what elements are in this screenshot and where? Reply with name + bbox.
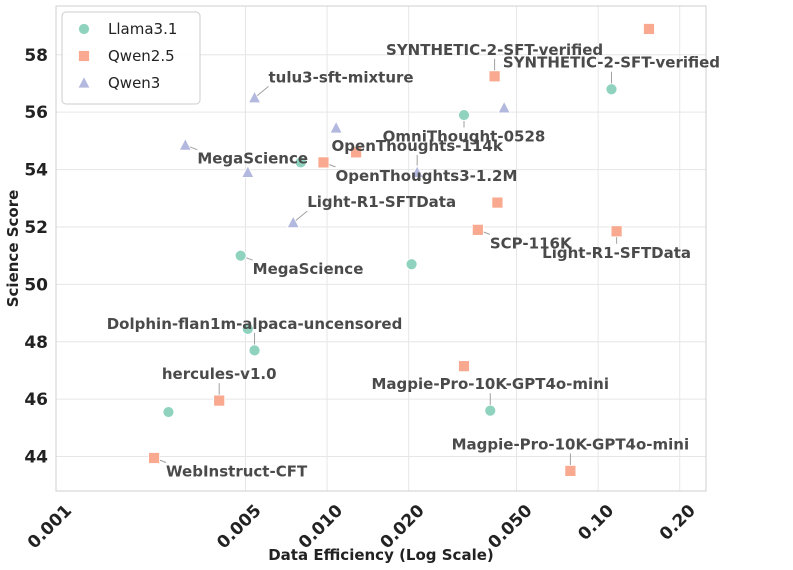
annotation-label: Magpie-Pro-10K-GPT4o-mini [372,375,610,393]
legend-label-qwen2-5: Qwen2.5 [108,47,175,65]
annotation-label: SYNTHETIC-2-SFT-verified [503,54,720,72]
point-qwen2-5 [148,452,160,464]
y-tick-label: 56 [24,103,48,123]
annotation-label: MegaScience [197,150,308,168]
point-qwen3 [241,165,255,178]
point-llama3-1 [294,156,307,169]
point-qwen2-5 [491,196,504,209]
x-tick-label: 0.005 [213,501,265,553]
point-qwen3 [286,215,300,229]
legend-box [61,11,201,105]
point-qwen3 [329,120,343,134]
point-qwen2-5 [317,156,330,169]
annotation-label: MegaScience [253,260,364,278]
annotation-label: Dolphin-flan1m-alpaca-uncensored [107,315,403,333]
point-llama3-1 [248,344,261,357]
y-tick-label: 58 [24,46,48,66]
plot-frame [55,5,707,492]
legend-label-qwen3: Qwen3 [108,74,160,92]
annotation-label: OpenThoughts-114k [332,137,504,155]
legend: Llama3.1 Qwen2.5 Qwen3 [61,11,201,105]
annotation-label: SYNTHETIC-2-SFT-verified [386,41,603,59]
point-qwen2-5 [350,146,363,159]
point-llama3-1 [234,249,247,262]
grid-layer [55,6,706,491]
label-layer: tulu3-sft-mixture MegaScience SYNTHETIC-2-… [107,41,720,481]
point-qwen2-5 [471,223,484,236]
x-tick-label: 0.001 [24,501,76,553]
point-qwen2-5 [643,23,655,35]
point-qwen3 [497,100,511,114]
point-qwen2-5 [488,70,501,83]
annotation-label: WebInstruct-CFT [166,462,308,480]
annotation-label: tulu3-sft-mixture [269,68,414,86]
annotation-label: hercules-v1.0 [162,365,277,383]
legend-marker-qwen2-5 [78,50,90,62]
point-llama3-1 [484,404,497,417]
leader-layer [153,58,618,471]
annotation-label: SCP-116K [490,234,573,252]
y-tick-label: 54 [24,161,48,181]
x-tick-label: 0.20 [656,501,700,545]
y-tick-label: 50 [24,275,48,295]
point-qwen2-5 [213,394,226,407]
y-tick-label: 46 [24,390,48,410]
marker-layer [148,23,655,477]
legend-label-llama3-1: Llama3.1 [108,20,177,38]
legend-marker-qwen3 [77,75,91,89]
y-tick-label: 52 [24,218,48,238]
point-qwen2-5 [458,360,470,373]
y-tick-label: 48 [24,333,48,353]
point-llama3-1 [241,322,254,335]
point-qwen2-5 [610,225,623,238]
point-llama3-1 [405,258,418,271]
point-qwen3 [410,165,424,178]
annotation-label: OpenThoughts3-1.2M [335,167,517,185]
point-qwen3 [247,90,262,104]
y-axis-title: Science Score [4,190,22,308]
annotation-label: Magpie-Pro-10K-GPT4o-mini [452,435,690,453]
y-tick-label: 44 [24,448,48,468]
x-axis-title: Data Efficiency (Log Scale) [268,546,494,564]
point-llama3-1 [458,109,470,121]
x-tick-label: 0.10 [574,501,618,545]
point-llama3-1 [605,83,618,96]
point-qwen2-5 [564,465,577,477]
annotation-label: Light-R1-SFTData [542,244,691,262]
legend-marker-llama3-1 [78,23,90,35]
point-qwen3 [178,137,192,151]
annotation-label: Light-R1-SFTData [307,193,456,211]
point-llama3-1 [162,406,175,418]
annotation-label: OmniThought-0528 [383,128,546,146]
